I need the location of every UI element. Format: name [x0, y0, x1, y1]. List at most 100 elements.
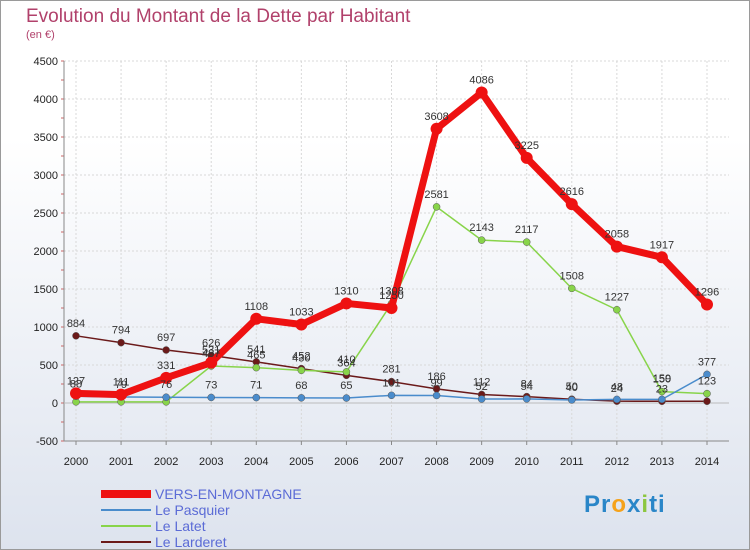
x-tick-label: 2012 — [605, 456, 629, 468]
data-label: 364 — [337, 357, 355, 369]
chart-unit: (en €) — [26, 29, 55, 41]
y-tick-label: 500 — [40, 360, 58, 372]
logo-part-o: o — [611, 491, 628, 518]
data-label: 1508 — [560, 270, 584, 282]
data-point — [252, 363, 261, 372]
x-tick-label: 2014 — [695, 456, 719, 468]
data-label: 65 — [340, 380, 352, 392]
data-label: 186 — [427, 371, 445, 383]
data-label: 73 — [205, 379, 217, 391]
data-point — [162, 393, 170, 401]
data-label: 111 — [113, 377, 130, 389]
data-point — [432, 203, 441, 211]
data-label: 1250 — [379, 290, 403, 302]
proxiti-logo: Proxiti — [584, 491, 666, 519]
chart-title: Evolution du Montant de la Dette par Hab… — [26, 6, 411, 27]
legend-label-larderet: Le Larderet — [155, 534, 227, 550]
data-label: 76 — [160, 379, 172, 391]
logo-part-i: i — [641, 491, 650, 518]
data-point — [297, 394, 306, 402]
data-label: 112 — [473, 376, 491, 388]
data-point — [387, 377, 396, 386]
data-label: 697 — [157, 332, 175, 344]
x-tick-label: 2006 — [334, 456, 358, 468]
data-label: 88 — [70, 378, 82, 390]
data-label: 159 — [653, 373, 671, 385]
x-tick-label: 2009 — [469, 456, 493, 468]
x-tick-label: 2004 — [244, 456, 268, 468]
data-label: 2117 — [515, 224, 539, 236]
data-point — [297, 366, 306, 375]
data-label: 281 — [382, 364, 400, 376]
data-point — [475, 86, 488, 99]
y-tick-label: 1000 — [34, 322, 58, 334]
data-label: 71 — [250, 380, 262, 392]
data-point — [568, 284, 576, 293]
data-label: 99 — [430, 377, 442, 389]
data-point — [250, 312, 263, 325]
x-tick-label: 2003 — [199, 456, 223, 468]
data-label: 1033 — [289, 306, 313, 318]
data-point — [207, 393, 215, 402]
data-label: 24 — [611, 383, 623, 395]
data-point — [658, 395, 666, 404]
data-label: 101 — [382, 377, 400, 389]
data-label: 452 — [292, 351, 310, 363]
data-point — [477, 236, 486, 244]
data-label: 150 — [653, 374, 671, 386]
data-point — [703, 389, 711, 398]
data-point — [658, 387, 666, 396]
data-point — [72, 332, 80, 340]
x-tick-label: 2007 — [379, 456, 403, 468]
y-tick-label: 3000 — [34, 170, 58, 182]
data-point — [340, 297, 353, 310]
x-tick-label: 2010 — [514, 456, 538, 468]
data-point — [522, 395, 531, 403]
data-label: 68 — [295, 380, 307, 392]
data-label: 531 — [202, 345, 220, 357]
data-label: 1310 — [334, 285, 358, 297]
data-point — [342, 394, 351, 402]
x-tick-label: 2008 — [424, 456, 448, 468]
legend-swatch-larderet — [101, 541, 151, 543]
y-tick-label: 4000 — [34, 94, 58, 106]
data-point — [568, 396, 576, 404]
data-label: 52 — [476, 381, 488, 393]
legend-swatch-vers — [101, 490, 151, 498]
data-label: 541 — [247, 344, 265, 356]
data-point — [342, 368, 351, 376]
data-label: 377 — [698, 356, 716, 368]
y-tick-label: -500 — [36, 436, 58, 448]
data-point — [205, 356, 218, 369]
data-label: 1308 — [379, 286, 403, 298]
data-point — [387, 391, 396, 400]
data-label: 1917 — [650, 239, 674, 251]
y-tick-label: 3500 — [34, 132, 58, 144]
legend-label-vers: VERS-EN-MONTAGNE — [155, 486, 302, 502]
data-label: 79 — [115, 379, 127, 391]
data-point — [430, 122, 443, 135]
data-label: 50 — [566, 381, 578, 393]
data-point — [701, 298, 713, 311]
data-label: 487 — [202, 348, 220, 360]
data-label: 3225 — [514, 140, 538, 152]
data-label: 54 — [521, 381, 533, 393]
data-point — [117, 338, 125, 347]
data-point — [522, 238, 531, 246]
y-tick-label: 1500 — [34, 284, 58, 296]
data-point — [385, 302, 398, 314]
x-tick-label: 2001 — [109, 456, 133, 468]
data-point — [477, 395, 486, 403]
data-point — [703, 370, 711, 379]
legend-swatch-pasquier — [101, 509, 151, 511]
data-point — [613, 305, 621, 314]
data-point — [610, 240, 623, 253]
data-label: 430 — [292, 352, 310, 364]
logo-part-x: x — [627, 491, 642, 518]
y-tick-label: 2000 — [34, 246, 58, 258]
data-label: 331 — [157, 360, 175, 372]
data-label: 410 — [337, 354, 355, 366]
x-tick-label: 2011 — [560, 456, 584, 468]
